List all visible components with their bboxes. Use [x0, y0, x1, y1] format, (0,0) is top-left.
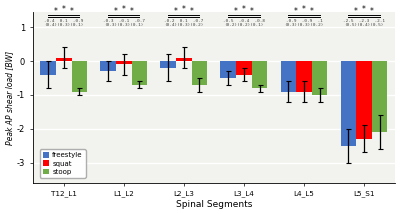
Bar — [356, 61, 372, 139]
Bar — [100, 61, 116, 71]
Text: *: * — [174, 7, 178, 16]
Text: *: * — [302, 5, 306, 14]
Legend: freestyle, squat, stoop: freestyle, squat, stoop — [40, 149, 86, 178]
Bar — [372, 61, 387, 132]
Text: -0.5  -0.4  -0.8: -0.5 -0.4 -0.8 — [223, 19, 265, 23]
Text: (0.3)(0.3)(0.2): (0.3)(0.3)(0.2) — [284, 23, 324, 27]
Text: -2.5  -2.3  -2.1: -2.5 -2.3 -2.1 — [343, 19, 385, 23]
Text: *: * — [54, 7, 58, 16]
Text: *: * — [62, 5, 66, 14]
Text: *: * — [122, 5, 126, 14]
Bar — [132, 61, 147, 85]
Text: -0.2  0.1  -0.7: -0.2 0.1 -0.7 — [164, 19, 204, 23]
Bar — [192, 61, 207, 85]
Bar — [40, 61, 56, 74]
Bar — [296, 61, 312, 92]
Text: (0.2)(0.2)(0.1): (0.2)(0.2)(0.1) — [224, 23, 264, 27]
Text: *: * — [310, 7, 314, 16]
Bar — [176, 58, 192, 61]
Bar — [280, 61, 296, 92]
Text: -0.4  0.1  -0.9: -0.4 0.1 -0.9 — [44, 19, 84, 23]
Bar — [56, 58, 72, 61]
Bar — [340, 61, 356, 146]
Text: (0.3)(0.3)(0.1): (0.3)(0.3)(0.1) — [104, 23, 144, 27]
Bar — [236, 61, 252, 74]
Text: (0.4)(0.3)(0.1): (0.4)(0.3)(0.1) — [44, 23, 84, 27]
Text: *: * — [182, 5, 186, 14]
Text: *: * — [190, 7, 194, 16]
Text: *: * — [130, 7, 134, 16]
Text: (0.4)(0.3)(0.2): (0.4)(0.3)(0.2) — [164, 23, 204, 27]
Bar — [220, 61, 236, 78]
Text: *: * — [362, 5, 366, 14]
Bar — [160, 61, 176, 68]
Y-axis label: Peak AP shear load [BW]: Peak AP shear load [BW] — [5, 50, 14, 144]
Bar — [312, 61, 327, 95]
Text: *: * — [242, 5, 246, 14]
Text: (0.5)(0.4)(0.5): (0.5)(0.4)(0.5) — [344, 23, 384, 27]
Text: *: * — [294, 7, 298, 16]
Text: *: * — [250, 7, 254, 16]
Text: *: * — [354, 7, 358, 16]
Text: *: * — [114, 7, 118, 16]
X-axis label: Spinal Segments: Spinal Segments — [176, 200, 252, 209]
Text: -0.3  -0.1  -0.7: -0.3 -0.1 -0.7 — [103, 19, 145, 23]
Bar — [72, 61, 87, 92]
Bar — [252, 61, 267, 88]
Text: *: * — [70, 7, 74, 16]
Text: -0.9  -0.9  -1: -0.9 -0.9 -1 — [286, 19, 322, 23]
Text: *: * — [370, 7, 374, 16]
Bar — [116, 61, 132, 64]
Text: *: * — [234, 7, 238, 16]
